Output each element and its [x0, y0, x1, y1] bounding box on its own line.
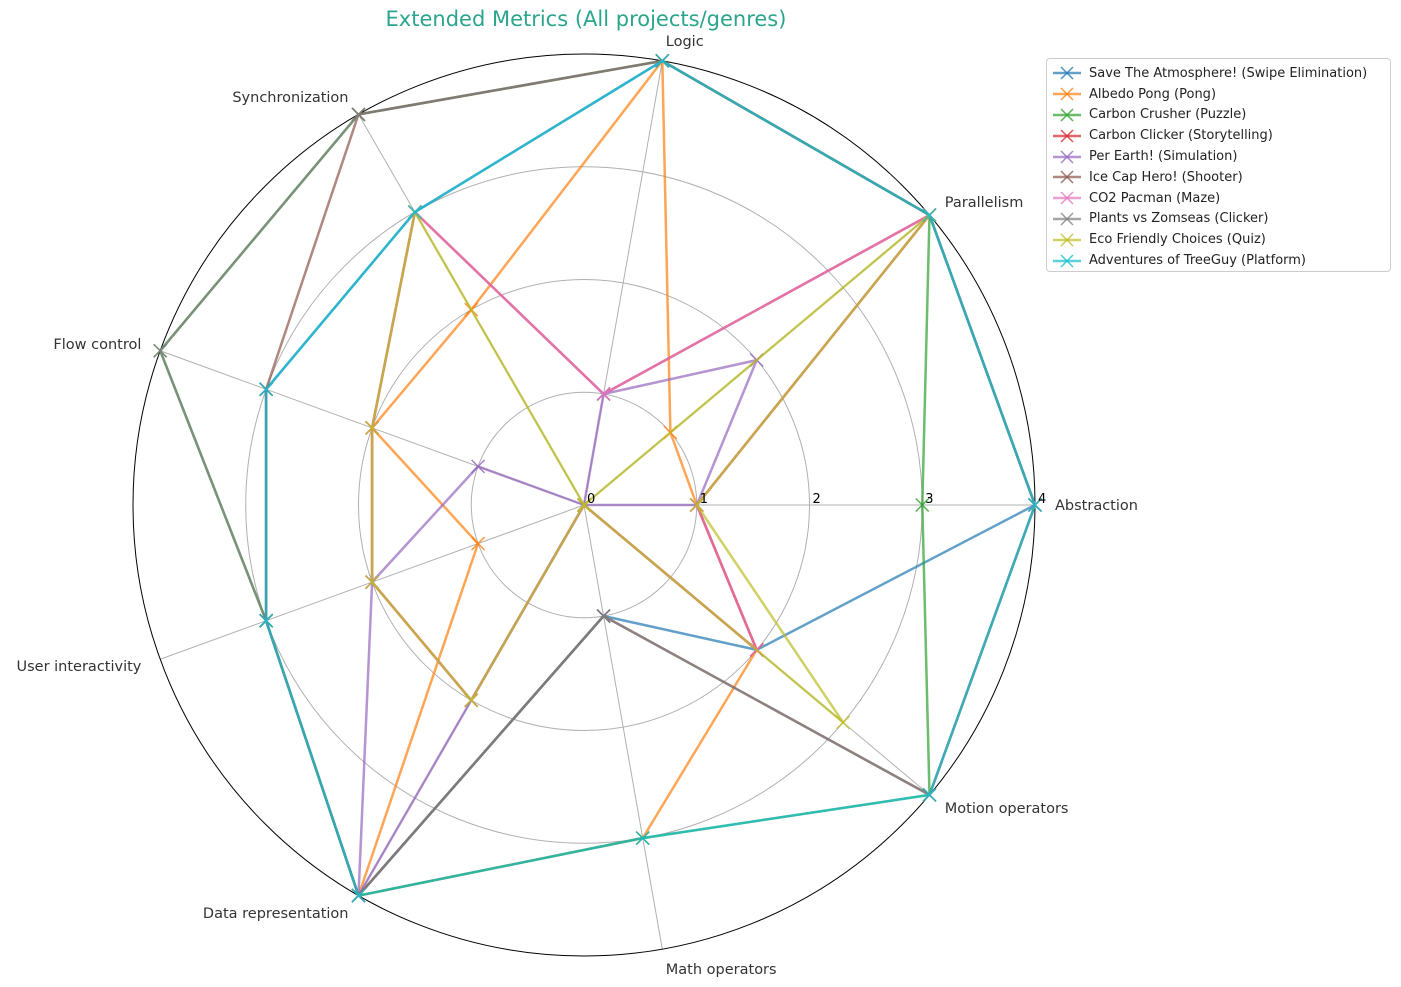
- axis-label-4: Flow control: [53, 337, 141, 353]
- legend-label-5: Ice Cap Hero! (Shooter): [1089, 169, 1243, 185]
- legend-item-1: Albedo Pong (Pong): [1053, 84, 1390, 105]
- legend-swatch-6: [1053, 191, 1081, 205]
- legend-label-9: Adventures of TreeGuy (Platform): [1089, 253, 1307, 269]
- legend-swatch-8: [1053, 233, 1081, 247]
- series-6-point-2: [596, 386, 611, 401]
- legend-label-7: Plants vs Zomseas (Clicker): [1089, 211, 1269, 227]
- series-5: [259, 53, 1043, 903]
- series-7-point-7: [596, 609, 611, 624]
- tick-label-3: 3: [925, 492, 933, 507]
- series-0: [259, 53, 1043, 903]
- axis-label-2: Logic: [666, 34, 704, 50]
- legend-item-5: Ice Cap Hero! (Shooter): [1053, 167, 1390, 188]
- radar-series: [153, 53, 1043, 903]
- series-9-point-3: [407, 205, 422, 220]
- series-9-point-7: [635, 831, 650, 846]
- axis-label-3: Synchronization: [232, 90, 348, 106]
- series-7: [153, 53, 1043, 903]
- legend-swatch-3: [1053, 129, 1081, 143]
- legend-swatch-9: [1053, 254, 1081, 268]
- legend-label-4: Per Earth! (Simulation): [1089, 149, 1238, 165]
- axis-label-7: Math operators: [666, 962, 777, 978]
- axis-label-0: Abstraction: [1055, 498, 1138, 514]
- series-2: [153, 53, 937, 903]
- series-4-point-4: [471, 459, 486, 474]
- series-8-point-0: [689, 497, 704, 513]
- legend-label-6: CO2 Pacman (Maze): [1089, 190, 1221, 206]
- legend-item-7: Plants vs Zomseas (Clicker): [1053, 209, 1390, 230]
- series-9-point-8: [922, 787, 937, 802]
- series-9-point-6: [351, 888, 366, 903]
- legend-label-8: Eco Friendly Choices (Quiz): [1089, 232, 1266, 248]
- series-8-point-7: [576, 497, 592, 513]
- series-9-point-5: [259, 613, 274, 628]
- legend: Save The Atmosphere! (Swipe Elimination)…: [1046, 58, 1391, 272]
- series-9-point-4: [259, 382, 274, 397]
- legend-item-0: Save The Atmosphere! (Swipe Elimination): [1053, 63, 1390, 84]
- series-line-1: [357, 59, 758, 897]
- series-7-point-4: [153, 343, 168, 358]
- legend-item-8: Eco Friendly Choices (Quiz): [1053, 229, 1390, 250]
- legend-swatch-4: [1053, 150, 1081, 164]
- series-7-point-3: [351, 107, 366, 122]
- series-line-4: [357, 358, 758, 897]
- series-line-8: [370, 210, 931, 724]
- series-9: [259, 53, 1043, 903]
- series-line-5: [264, 59, 1037, 897]
- radar-labels: 0 1 2 3 4 Abstraction Parallelism Logic Synchron…: [16, 34, 1137, 978]
- series-8-point-8: [836, 715, 851, 730]
- legend-item-2: Carbon Crusher (Puzzle): [1053, 105, 1390, 126]
- series-8-point-4: [365, 420, 380, 435]
- series-9-point-2: [655, 53, 670, 68]
- legend-item-4: Per Earth! (Simulation): [1053, 146, 1390, 167]
- legend-swatch-7: [1053, 212, 1081, 226]
- axis-label-5: User interactivity: [16, 659, 141, 675]
- series-9-point-1: [922, 208, 937, 223]
- axis-label-8: Motion operators: [945, 801, 1069, 817]
- spoke-7: [583, 504, 663, 950]
- series-2-point-0: [915, 497, 930, 513]
- legend-item-3: Carbon Clicker (Storytelling): [1053, 125, 1390, 146]
- tick-label-4: 4: [1038, 492, 1046, 507]
- tick-label-0: 0: [587, 492, 595, 507]
- legend-swatch-5: [1053, 170, 1081, 184]
- series-9-point-0: [1027, 497, 1043, 513]
- legend-swatch-1: [1053, 87, 1081, 101]
- chart-title: Extended Metrics (All projects/genres): [386, 7, 787, 31]
- series-line-0: [264, 59, 1037, 897]
- legend-label-3: Carbon Clicker (Storytelling): [1089, 128, 1273, 144]
- legend-item-6: CO2 Pacman (Maze): [1053, 188, 1390, 209]
- legend-label-2: Carbon Crusher (Puzzle): [1089, 107, 1247, 123]
- tick-label-1: 1: [700, 492, 708, 507]
- series-1-point-5: [471, 536, 486, 551]
- legend-label-0: Save The Atmosphere! (Swipe Elimination): [1089, 65, 1368, 81]
- series-line-2: [158, 59, 931, 897]
- legend-swatch-2: [1053, 108, 1081, 122]
- axis-label-1: Parallelism: [945, 195, 1024, 211]
- axis-label-6: Data representation: [203, 906, 349, 922]
- series-line-9: [264, 59, 1037, 897]
- series-8-point-5: [365, 575, 380, 590]
- series-1: [351, 53, 764, 903]
- series-line-7: [158, 59, 1037, 897]
- legend-swatch-0: [1053, 66, 1081, 80]
- tick-label-2: 2: [813, 492, 821, 507]
- legend-item-9: Adventures of TreeGuy (Platform): [1053, 250, 1390, 271]
- series-4: [351, 353, 764, 903]
- series-8-point-6: [464, 693, 479, 708]
- series-8: [365, 205, 937, 730]
- legend-label-1: Albedo Pong (Pong): [1089, 86, 1217, 102]
